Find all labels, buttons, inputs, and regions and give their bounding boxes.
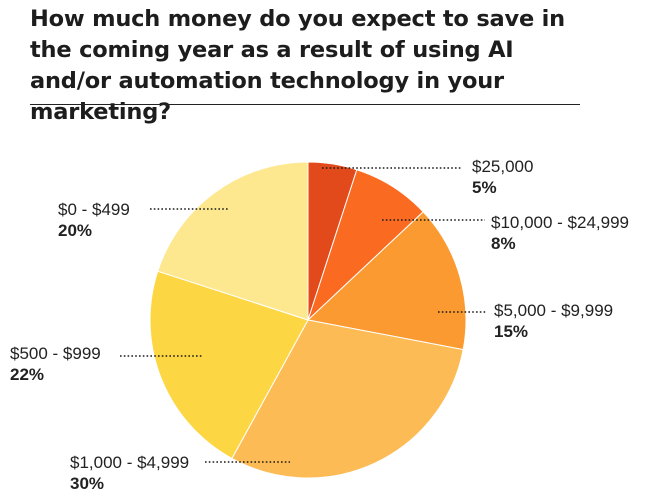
slice-label-0-499: $0 - $499 20% xyxy=(58,199,130,241)
slice-category: $5,000 - $9,999 xyxy=(494,301,614,320)
pie-slice-4 xyxy=(149,270,309,460)
slice-label-10000-24999: $10,000 - $24,999 8% xyxy=(491,212,629,254)
slice-percent: 20% xyxy=(58,221,93,240)
slice-percent: 30% xyxy=(70,474,105,493)
slice-percent: 5% xyxy=(472,178,497,197)
slice-percent: 8% xyxy=(491,234,516,253)
slice-percent: 22% xyxy=(10,365,45,384)
slice-label-25000: $25,000 5% xyxy=(472,156,533,198)
slice-category: $500 - $999 xyxy=(10,344,101,363)
title-divider xyxy=(30,104,580,105)
pie-slice-5 xyxy=(157,161,309,321)
slice-category: $25,000 xyxy=(472,157,534,176)
slice-category: $1,000 - $4,999 xyxy=(70,453,190,472)
pie-slice-3 xyxy=(231,319,464,479)
slice-label-5000-9999: $5,000 - $9,999 15% xyxy=(494,300,613,342)
slice-category: $10,000 - $24,999 xyxy=(491,213,630,232)
chart-title: How much money do you expect to save in … xyxy=(30,6,565,125)
slice-label-500-999: $500 - $999 22% xyxy=(10,343,101,385)
slice-percent: 15% xyxy=(494,322,529,341)
slice-category: $0 - $499 xyxy=(58,200,130,219)
slice-label-1000-4999: $1,000 - $4,999 30% xyxy=(70,452,189,494)
pie-slice-2 xyxy=(306,211,467,351)
